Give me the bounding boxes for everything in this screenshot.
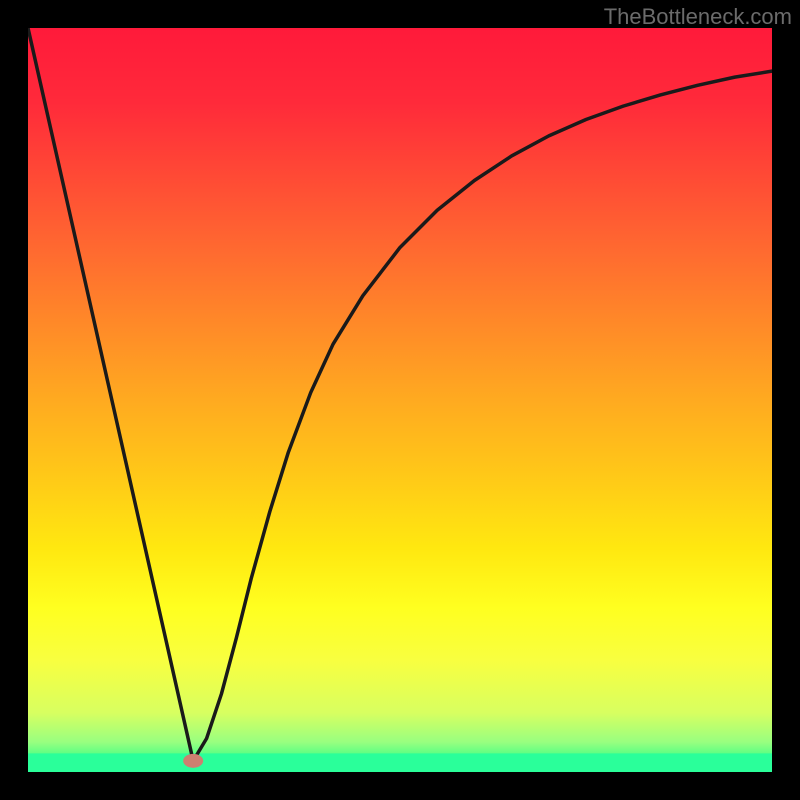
minimum-marker (183, 754, 203, 768)
chart-container: TheBottleneck.com (0, 0, 800, 800)
gradient-background (28, 28, 772, 772)
watermark-text: TheBottleneck.com (604, 4, 792, 30)
bottleneck-curve-chart (28, 28, 772, 772)
plot-area (28, 28, 772, 772)
green-band (28, 753, 772, 772)
